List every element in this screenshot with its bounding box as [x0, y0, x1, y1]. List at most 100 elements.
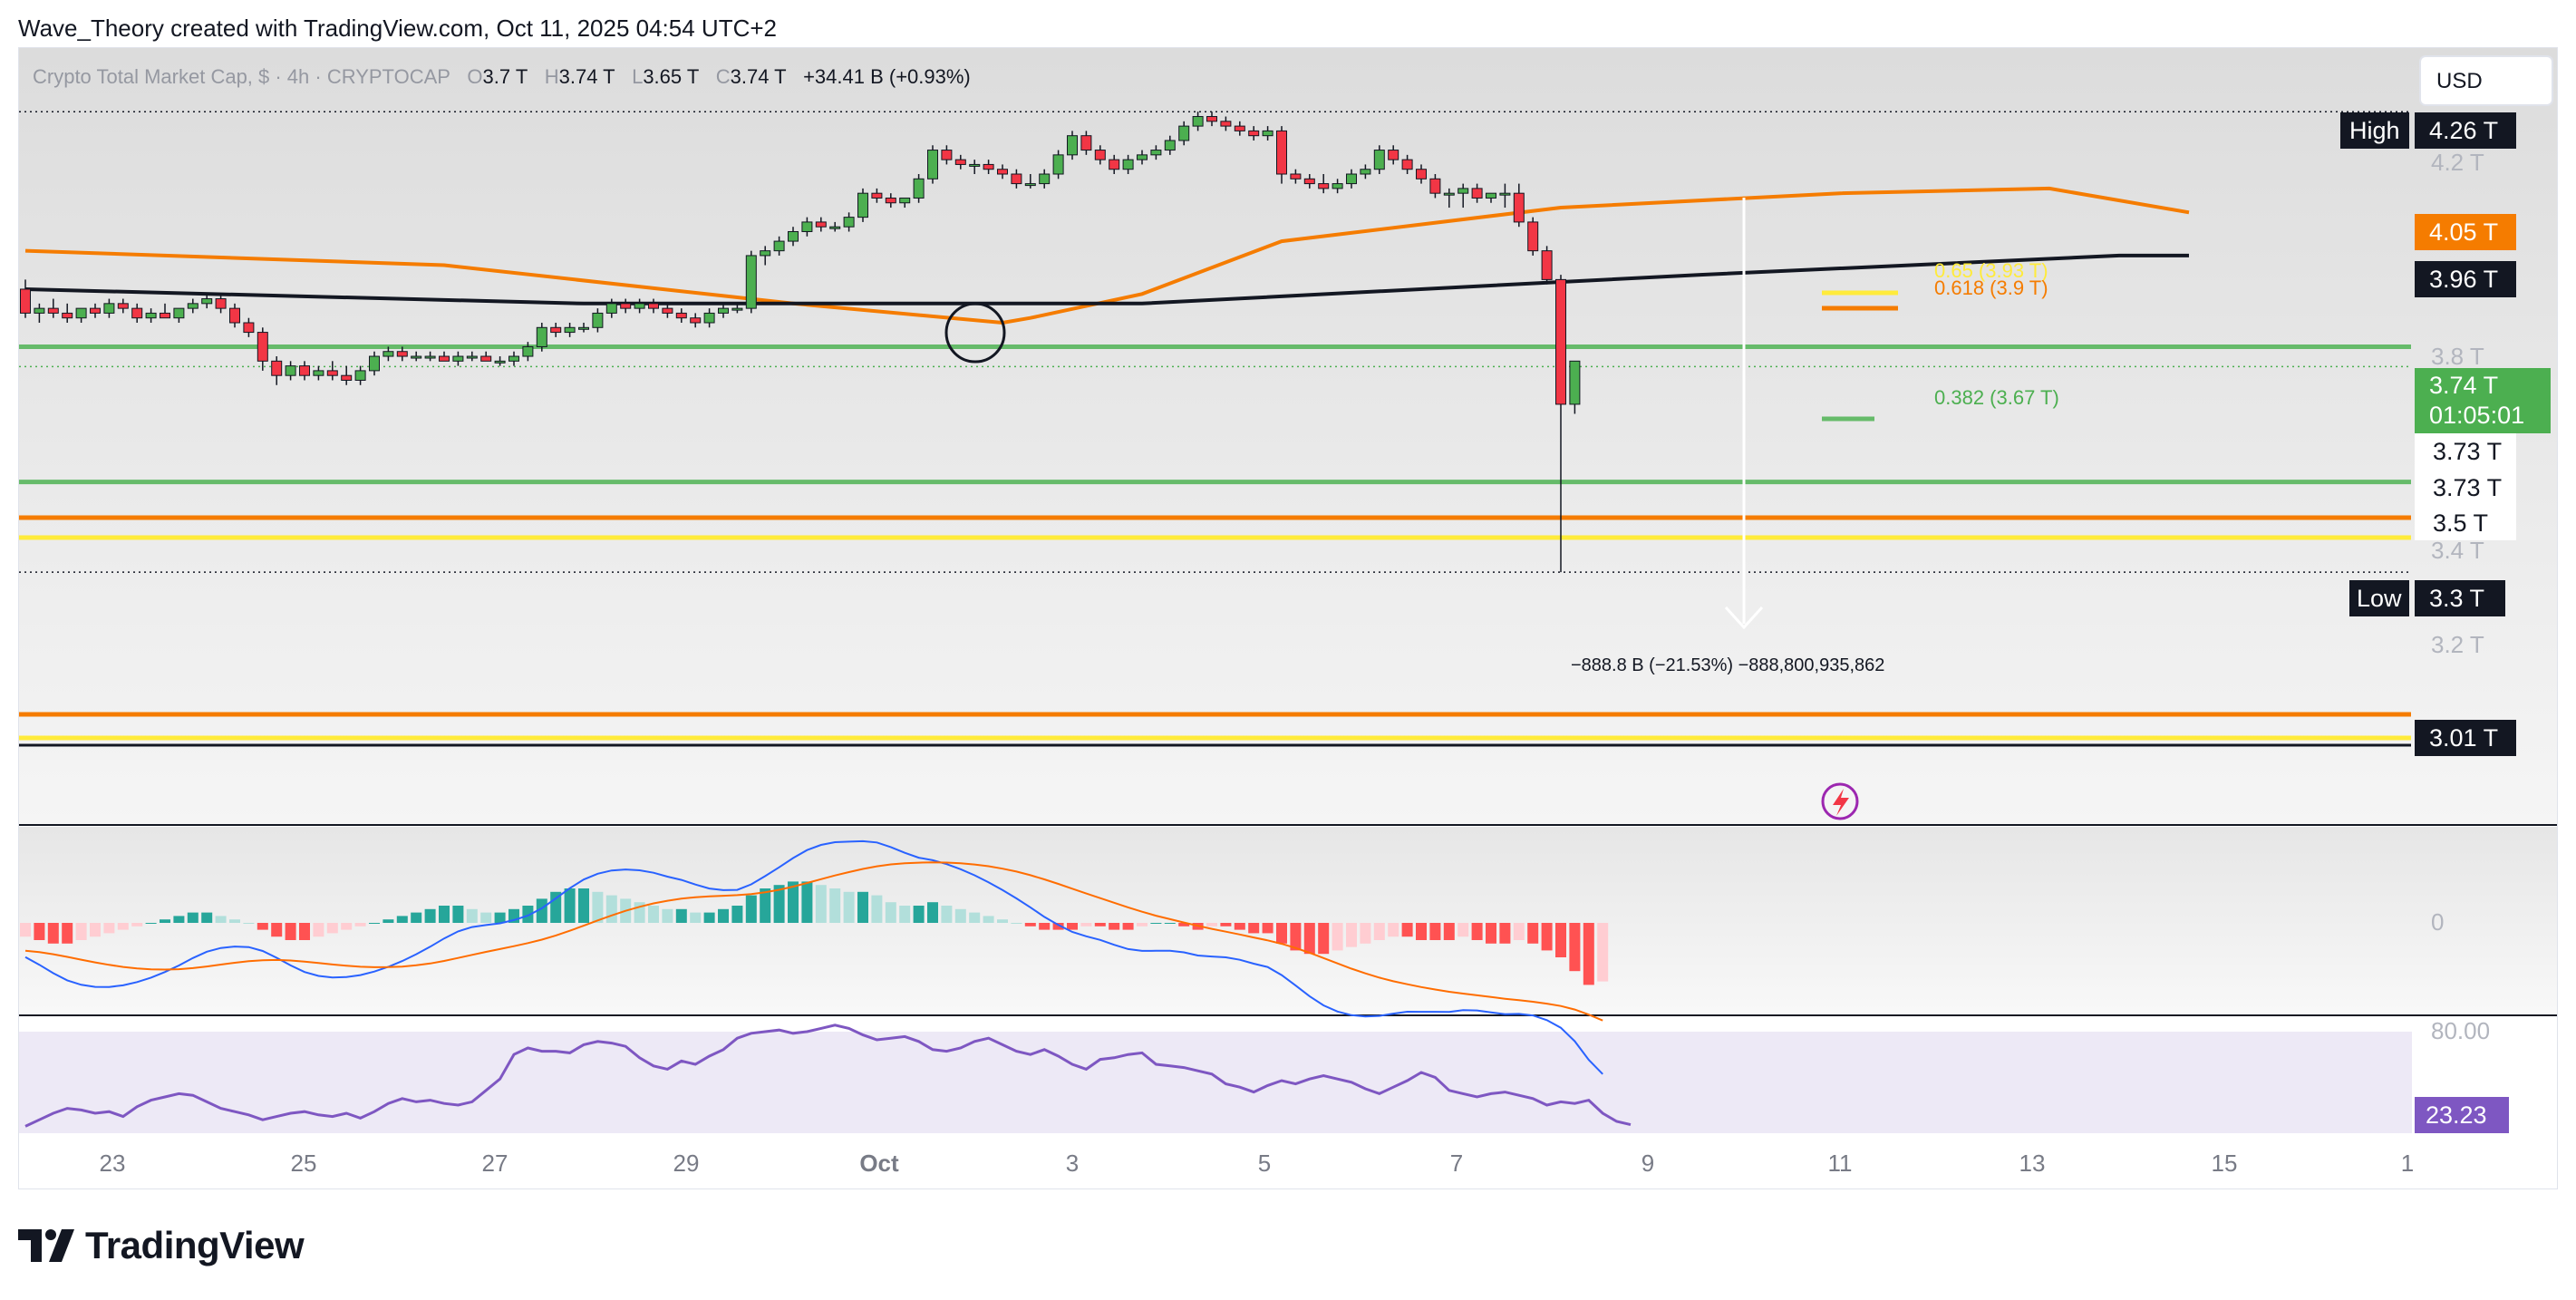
candle: [90, 303, 101, 318]
candle: [1513, 183, 1525, 228]
candle-body: [815, 221, 827, 228]
candle-body: [1052, 154, 1064, 175]
candle-body: [1303, 178, 1315, 185]
currency-button[interactable]: USD: [2419, 55, 2553, 106]
candle-body: [1318, 183, 1330, 189]
candle: [760, 246, 771, 266]
candle-body: [969, 163, 981, 167]
brand-name: TradingView: [85, 1224, 305, 1266]
candle-body: [801, 221, 813, 232]
candle: [1373, 145, 1385, 175]
candle: [620, 298, 632, 314]
macd-bar: [997, 919, 1008, 923]
candle: [745, 250, 757, 314]
candle-body: [396, 351, 408, 357]
time-tick: 5: [1258, 1150, 1271, 1177]
rsi-level-label: 80.00: [2431, 1017, 2490, 1044]
candle-body: [718, 307, 729, 314]
measure-tool[interactable]: [1724, 198, 1764, 630]
macd-bar: [1248, 923, 1260, 934]
macd-bar: [1429, 923, 1441, 940]
level-tag-c: 3.5 T: [2415, 506, 2516, 540]
lightning-icon[interactable]: [1821, 782, 1859, 820]
svg-text:4.05 T: 4.05 T: [2429, 218, 2498, 246]
rsi-band: [19, 1032, 2412, 1133]
candle: [1137, 150, 1148, 165]
candle-body: [605, 303, 617, 314]
macd-bar: [160, 919, 170, 923]
candle: [285, 361, 296, 381]
candle-body: [1137, 154, 1148, 160]
macd-bar: [1290, 923, 1302, 951]
candle-body: [480, 355, 492, 362]
macd-bar: [1555, 923, 1566, 957]
candle-body: [1373, 150, 1385, 170]
candle-body: [452, 355, 464, 362]
time-tick: 29: [673, 1150, 700, 1177]
macd-bar: [480, 912, 492, 923]
legend-open: 3.7 T: [483, 65, 528, 88]
macd-bar: [927, 902, 938, 923]
svg-text:3.73 T: 3.73 T: [2433, 474, 2502, 501]
candle: [773, 236, 785, 256]
macd-bar: [383, 919, 394, 923]
macd-bar: [703, 912, 715, 923]
macd-bar: [285, 923, 296, 940]
macd-bar: [1024, 923, 1036, 926]
macd-bar: [1527, 923, 1539, 944]
low-tag: Low 3.3 T: [2349, 580, 2505, 616]
candle-body: [1024, 183, 1036, 187]
candle: [522, 342, 534, 362]
candle-body: [187, 303, 199, 309]
macd-bar: [439, 906, 450, 923]
candle-body: [1401, 159, 1413, 170]
macd-bar: [1094, 923, 1106, 926]
candle-body: [620, 303, 632, 309]
macd-bar: [885, 902, 896, 923]
chart-canvas[interactable]: −888.8 B (−21.53%) −888,800,935,862 Cryp…: [0, 0, 2576, 1197]
tradingview-logo[interactable]: TradingView: [18, 1224, 305, 1267]
macd-bar: [801, 881, 813, 923]
measure-label: −888.8 B (−21.53%) −888,800,935,862: [1571, 655, 1884, 675]
candle: [703, 308, 715, 328]
candle-body: [1555, 278, 1566, 405]
candle-body: [1541, 250, 1553, 280]
macd-bar: [899, 906, 911, 923]
candle: [452, 351, 464, 366]
time-tick: 11: [1828, 1150, 1853, 1177]
legend-open-label: O: [467, 65, 482, 88]
macd-bar: [396, 916, 408, 923]
candle-body: [243, 322, 255, 334]
macd-bar: [1303, 923, 1315, 955]
candle: [1318, 174, 1330, 194]
candle: [480, 351, 492, 362]
macd-bar: [983, 916, 994, 923]
macd-bar: [299, 923, 310, 940]
candle-body: [788, 230, 799, 242]
candle: [215, 294, 227, 314]
time-tick: 13: [2019, 1150, 2046, 1177]
candle: [913, 174, 925, 203]
candle: [815, 217, 827, 232]
crossover-circle[interactable]: [944, 302, 1006, 364]
macd-bar: [1122, 923, 1134, 930]
candle-body: [1178, 125, 1190, 141]
candle: [536, 323, 547, 352]
macd-bar: [1401, 923, 1413, 937]
macd-bar: [1206, 923, 1217, 926]
macd-bar: [257, 923, 268, 930]
candle: [954, 154, 966, 170]
candle-body: [927, 150, 938, 179]
candle: [969, 160, 981, 175]
candle-body: [383, 351, 394, 357]
candle: [1150, 145, 1162, 160]
candle: [257, 327, 268, 371]
time-tick: 7: [1450, 1150, 1463, 1177]
candle: [731, 303, 743, 314]
candle-body: [424, 355, 436, 359]
macd-bar: [969, 912, 981, 923]
candle-body: [1513, 192, 1525, 223]
macd-bar: [1471, 923, 1483, 940]
macd-zero-label: 0: [2431, 908, 2444, 936]
svg-text:USD: USD: [2436, 69, 2483, 93]
